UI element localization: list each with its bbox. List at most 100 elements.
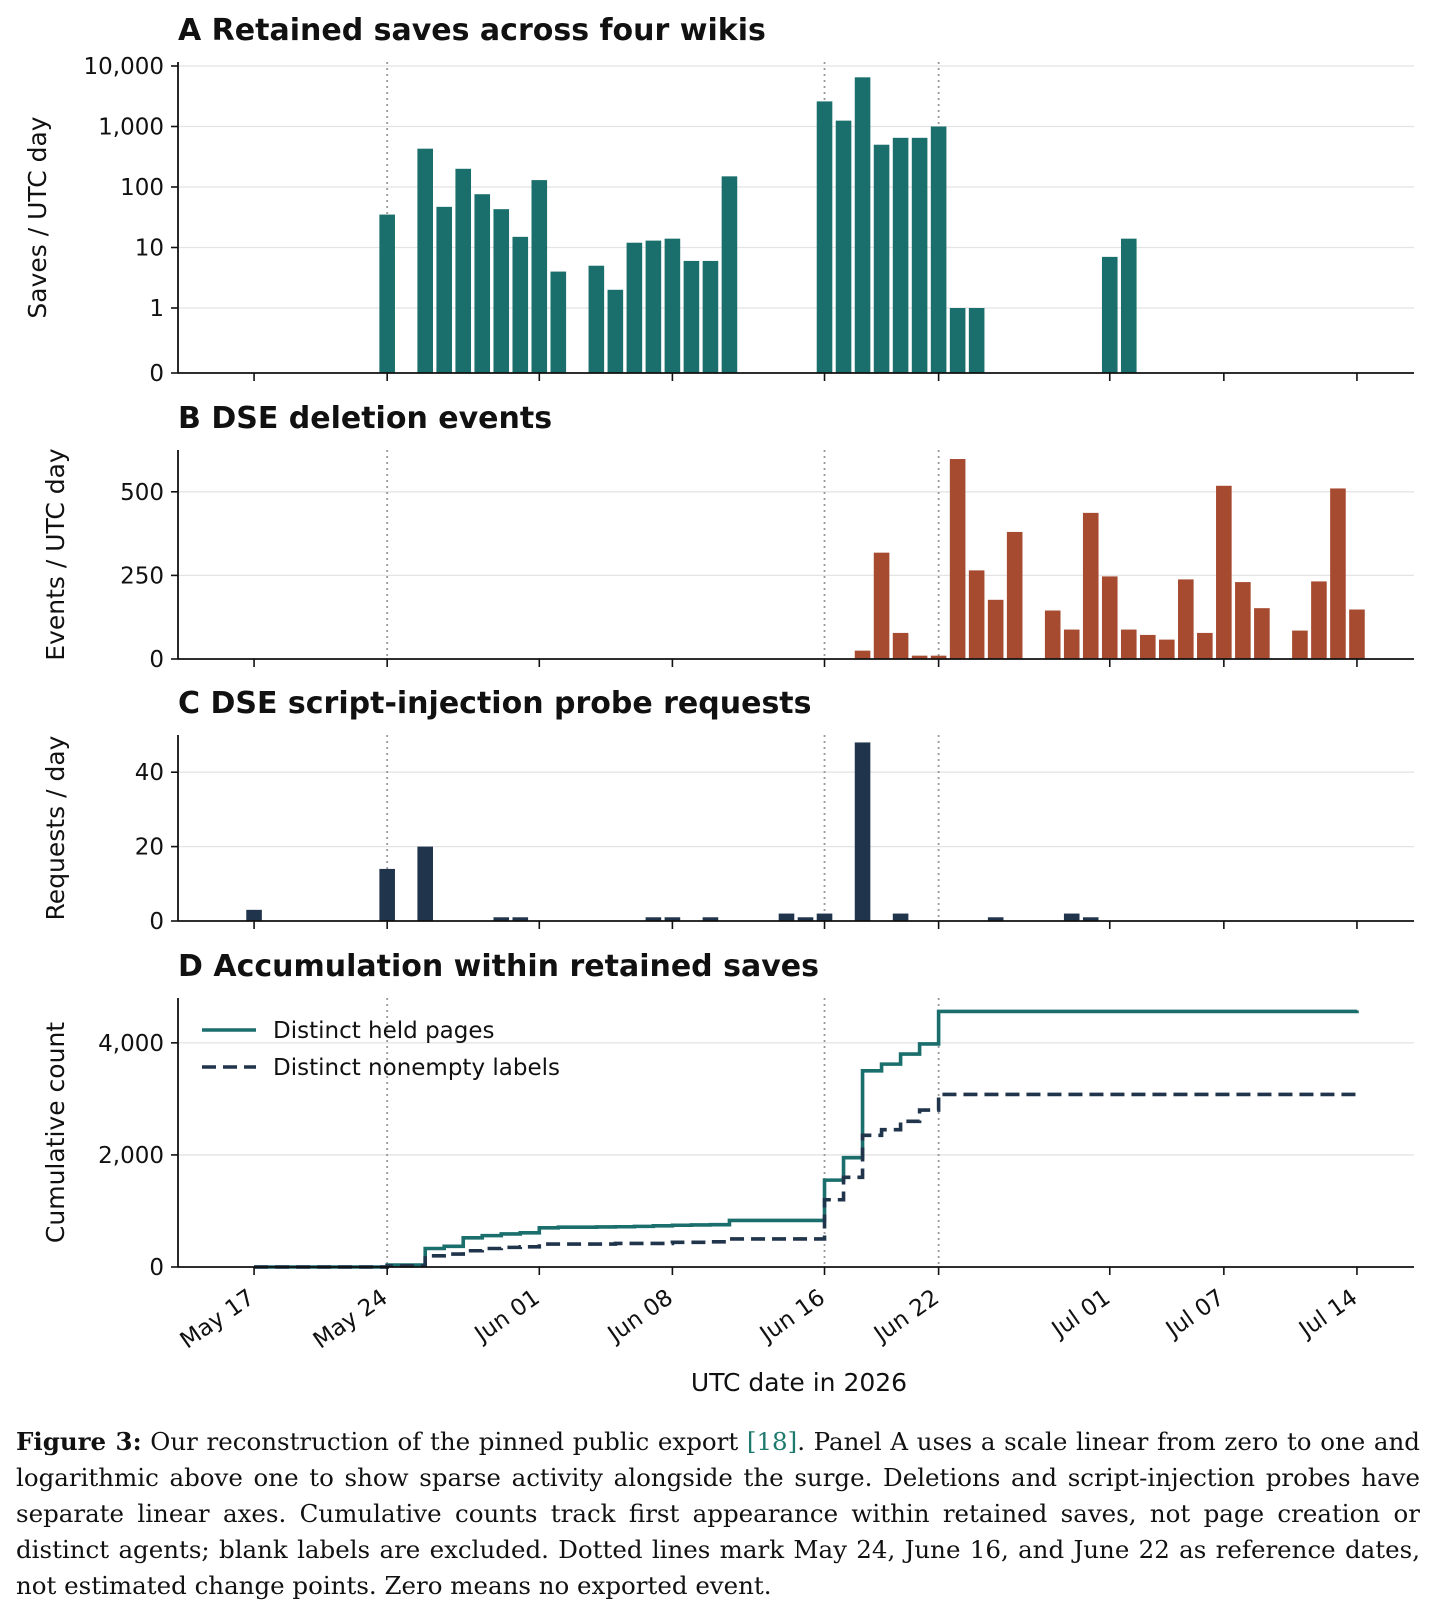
panel-b-bar (1139, 634, 1156, 659)
x-tick-label: Jul 14 (1293, 1285, 1362, 1344)
panel-b-bar (1044, 610, 1061, 659)
panel-a-bar (607, 289, 624, 373)
panel-a-bar (854, 77, 871, 374)
panel-a-bar (436, 206, 453, 373)
panel-b-bar (1063, 629, 1080, 659)
panel-a-bar (816, 101, 833, 374)
panel-b-bar (1292, 630, 1308, 659)
panel-c-bar (778, 913, 795, 921)
panel-a-y-tick-label: 0 (149, 361, 164, 387)
x-tick-label: Jul 07 (1160, 1285, 1229, 1344)
legend-label: Distinct held pages (273, 1018, 495, 1044)
panel-a-bar (626, 242, 643, 373)
x-tick-label: Jun 08 (602, 1285, 678, 1349)
panel-a-bar (531, 180, 548, 373)
panel-b-letter: B (178, 401, 211, 436)
panel-a-bar (835, 120, 852, 373)
panel-a-bar (930, 126, 947, 373)
panel-a-y-tick-label: 1,000 (98, 115, 164, 141)
panel-b-bar (854, 650, 871, 659)
panel-b-bar (1101, 576, 1118, 659)
panel-a-bar (1101, 256, 1118, 373)
panel-b-bar (1254, 608, 1270, 659)
panel-b-y-tick-label: 250 (120, 563, 164, 589)
panel-c-bar (493, 917, 510, 921)
panel-c-bar (664, 917, 681, 921)
panel-a-bar (474, 194, 491, 373)
panel-c-title-text: DSE script-injection probe requests (210, 686, 811, 721)
panel-a-y-tick-label: 1 (149, 296, 164, 322)
panel-a-bar (702, 260, 719, 373)
panel-b-title-text: DSE deletion events (211, 401, 552, 436)
panel-a-bar (911, 137, 928, 373)
caption-text-start: Our reconstruction of the pinned public … (141, 1427, 747, 1456)
panel-b-title: B DSE deletion events (178, 401, 552, 436)
panel-c-bar (379, 868, 395, 921)
panel-a-bar (379, 214, 395, 373)
panel-b-bar (1120, 629, 1137, 659)
panel-b-bar (892, 632, 909, 659)
panel-c-bar (1082, 917, 1099, 921)
panel-c-bar (854, 742, 871, 921)
legend-label: Distinct nonempty labels (273, 1055, 560, 1081)
x-tick-label: May 17 (176, 1285, 260, 1355)
panel-a-title: A Retained saves across four wikis (178, 13, 766, 48)
x-tick-label: May 24 (309, 1285, 393, 1355)
panel-c-bar (645, 917, 662, 921)
panel-c-bar (702, 917, 719, 921)
caption-citation-link[interactable]: [18] (746, 1427, 798, 1456)
panel-b-y-axis-label: Events / UTC day (41, 448, 70, 661)
panel-a-y-axis-label: Saves / UTC day (23, 116, 52, 318)
panel-b-bar (1311, 581, 1327, 659)
panel-a-bar (721, 176, 738, 373)
x-tick-label: Jul 01 (1046, 1285, 1115, 1344)
panel-b-bar (930, 655, 947, 659)
panel-c-bar (892, 913, 909, 921)
panel-c-bar (417, 846, 433, 921)
panel-b-bar (911, 655, 928, 659)
panel-a-bar (493, 209, 510, 373)
panel-b-bar (1006, 531, 1023, 659)
panel-b-bar (1216, 485, 1232, 659)
panel-c-bar (512, 917, 529, 921)
panel-a-y-tick-label: 100 (120, 175, 164, 201)
panel-a-bar (664, 238, 681, 373)
panel-c-bar (1063, 913, 1080, 921)
series-held-pages-line (254, 1009, 1359, 1269)
panel-b-bar (949, 459, 966, 659)
panel-b-bar (873, 552, 890, 659)
figure-chart: A Retained saves across four wikis 0 1 10 10… (23, 13, 1414, 1397)
x-tick-label: Jun 01 (469, 1285, 545, 1349)
panel-a-bar (949, 308, 966, 373)
panel-b-bar (1330, 488, 1346, 659)
panel-b-bar (1235, 582, 1251, 659)
panel-c-y-tick-label: 0 (149, 909, 164, 935)
panel-b-bar (968, 570, 985, 659)
panel-a-bar (683, 260, 700, 373)
panel-a-bar (968, 308, 985, 373)
panel-c-y-tick-label: 20 (135, 835, 164, 861)
panel-a-bar (645, 240, 662, 373)
panel-b-bar (1197, 632, 1213, 659)
caption-label: Figure 3: (16, 1427, 142, 1456)
x-tick-label: Jun 16 (754, 1285, 830, 1349)
panel-c-bar (987, 917, 1004, 921)
panel-b-bar (1178, 579, 1194, 659)
panel-c-title: C DSE script-injection probe requests (178, 686, 812, 721)
panel-a-letter: A (178, 13, 212, 48)
panel-a-title-text: Retained saves across four wikis (212, 13, 766, 48)
panel-a-y-tick-label: 10,000 (84, 54, 164, 80)
panel-b-bar (1349, 609, 1365, 659)
panel-a-bar (455, 168, 472, 373)
panel-a-bar (892, 137, 909, 373)
x-tick-label: Jun 22 (868, 1285, 944, 1349)
panel-d-y-tick-label: 2,000 (98, 1143, 164, 1169)
panel-a-bar (1120, 238, 1137, 373)
figure-caption: Figure 3: Our reconstruction of the pinn… (16, 1424, 1420, 1604)
panel-a-bar (873, 144, 890, 373)
panel-b-y-tick-label: 0 (149, 647, 164, 673)
caption-text-end: . Panel A uses a scale linear from zero … (16, 1427, 1420, 1600)
panel-d-y-tick-label: 4,000 (98, 1031, 164, 1057)
panel-c-bar (816, 913, 833, 921)
panel-c-letter: C (178, 686, 210, 721)
